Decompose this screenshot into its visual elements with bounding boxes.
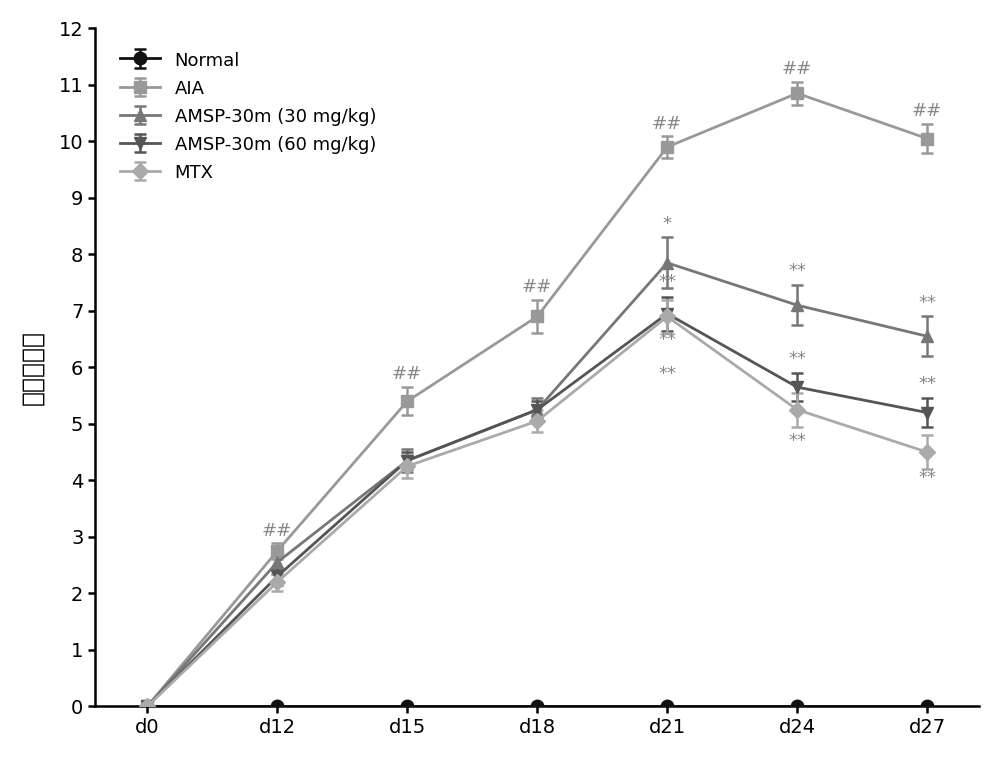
Text: **: ** — [918, 294, 936, 312]
Text: *: * — [663, 215, 672, 233]
Y-axis label: 关节炎指数: 关节炎指数 — [21, 330, 45, 405]
Text: **: ** — [788, 432, 806, 450]
Text: ##: ## — [392, 365, 422, 383]
Text: **: ** — [658, 330, 676, 349]
Text: ##: ## — [262, 522, 292, 540]
Text: ##: ## — [782, 60, 812, 78]
Text: **: ** — [658, 273, 676, 291]
Text: **: ** — [788, 350, 806, 368]
Text: **: ** — [658, 365, 676, 383]
Text: ##: ## — [652, 115, 682, 133]
Text: *: * — [533, 412, 542, 431]
Text: ##: ## — [912, 102, 942, 121]
Text: **: ** — [918, 374, 936, 393]
Text: ##: ## — [522, 277, 552, 296]
Legend: Normal, AIA, AMSP-30m (30 mg/kg), AMSP-30m (60 mg/kg), MTX: Normal, AIA, AMSP-30m (30 mg/kg), AMSP-3… — [113, 44, 383, 190]
Text: **: ** — [788, 262, 806, 280]
Text: **: ** — [918, 469, 936, 487]
